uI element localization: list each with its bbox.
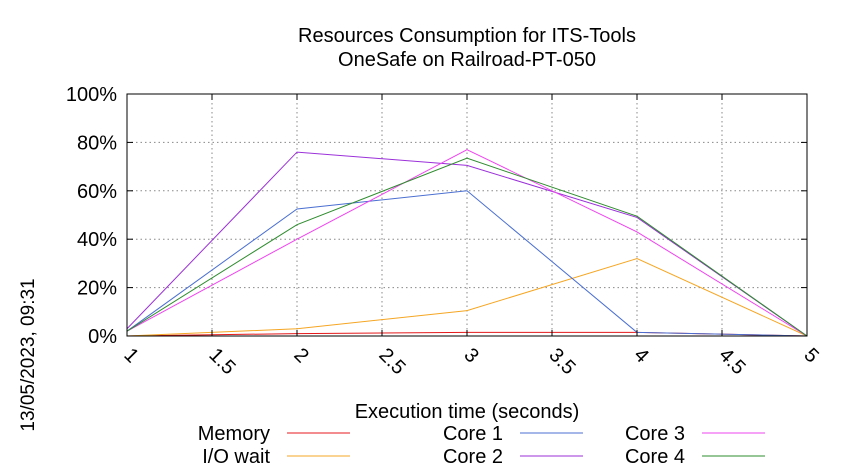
legend-label: Memory — [198, 423, 270, 445]
x-tick-label: 3.5 — [544, 344, 579, 379]
series-line-core-2 — [126, 151, 808, 337]
legend-label: I/O wait — [202, 446, 270, 468]
series-line-core-1 — [126, 190, 808, 337]
legend-label: Core 2 — [443, 446, 503, 468]
timestamp: 13/05/2023, 09:31 — [18, 278, 39, 431]
x-tick-label: 1 — [119, 344, 142, 367]
x-tick-label: 4.5 — [714, 344, 749, 379]
x-tick-label: 5 — [799, 344, 822, 367]
series-lines — [126, 149, 808, 337]
x-tick-label: 2 — [289, 344, 312, 367]
y-tick-label: 60% — [77, 181, 117, 203]
x-tick-label: 1.5 — [204, 344, 239, 379]
legend-label: Core 4 — [625, 446, 685, 468]
chart-subtitle: OneSafe on Railroad-PT-050 — [338, 49, 596, 71]
x-tick-label: 2.5 — [374, 344, 409, 379]
legend-label: Core 1 — [443, 423, 503, 445]
y-tick-label: 0% — [88, 326, 117, 348]
y-tick-label: 80% — [77, 132, 117, 154]
x-axis-label: Execution time (seconds) — [355, 401, 580, 423]
series-line-core-4 — [126, 157, 808, 337]
grid — [127, 94, 807, 336]
legend-label: Core 3 — [625, 423, 685, 445]
y-axis: 0% 20% 40% 60% 80% 100% — [66, 84, 807, 348]
series-line-core-3 — [126, 149, 808, 337]
y-tick-label: 40% — [77, 229, 117, 251]
x-tick-label: 3 — [459, 344, 482, 367]
series-line-i-o-wait — [126, 258, 808, 337]
y-tick-label: 20% — [77, 278, 117, 300]
y-tick-label: 100% — [66, 84, 117, 106]
chart-title: Resources Consumption for ITS-Tools — [298, 25, 636, 47]
x-tick-label: 4 — [629, 344, 652, 367]
